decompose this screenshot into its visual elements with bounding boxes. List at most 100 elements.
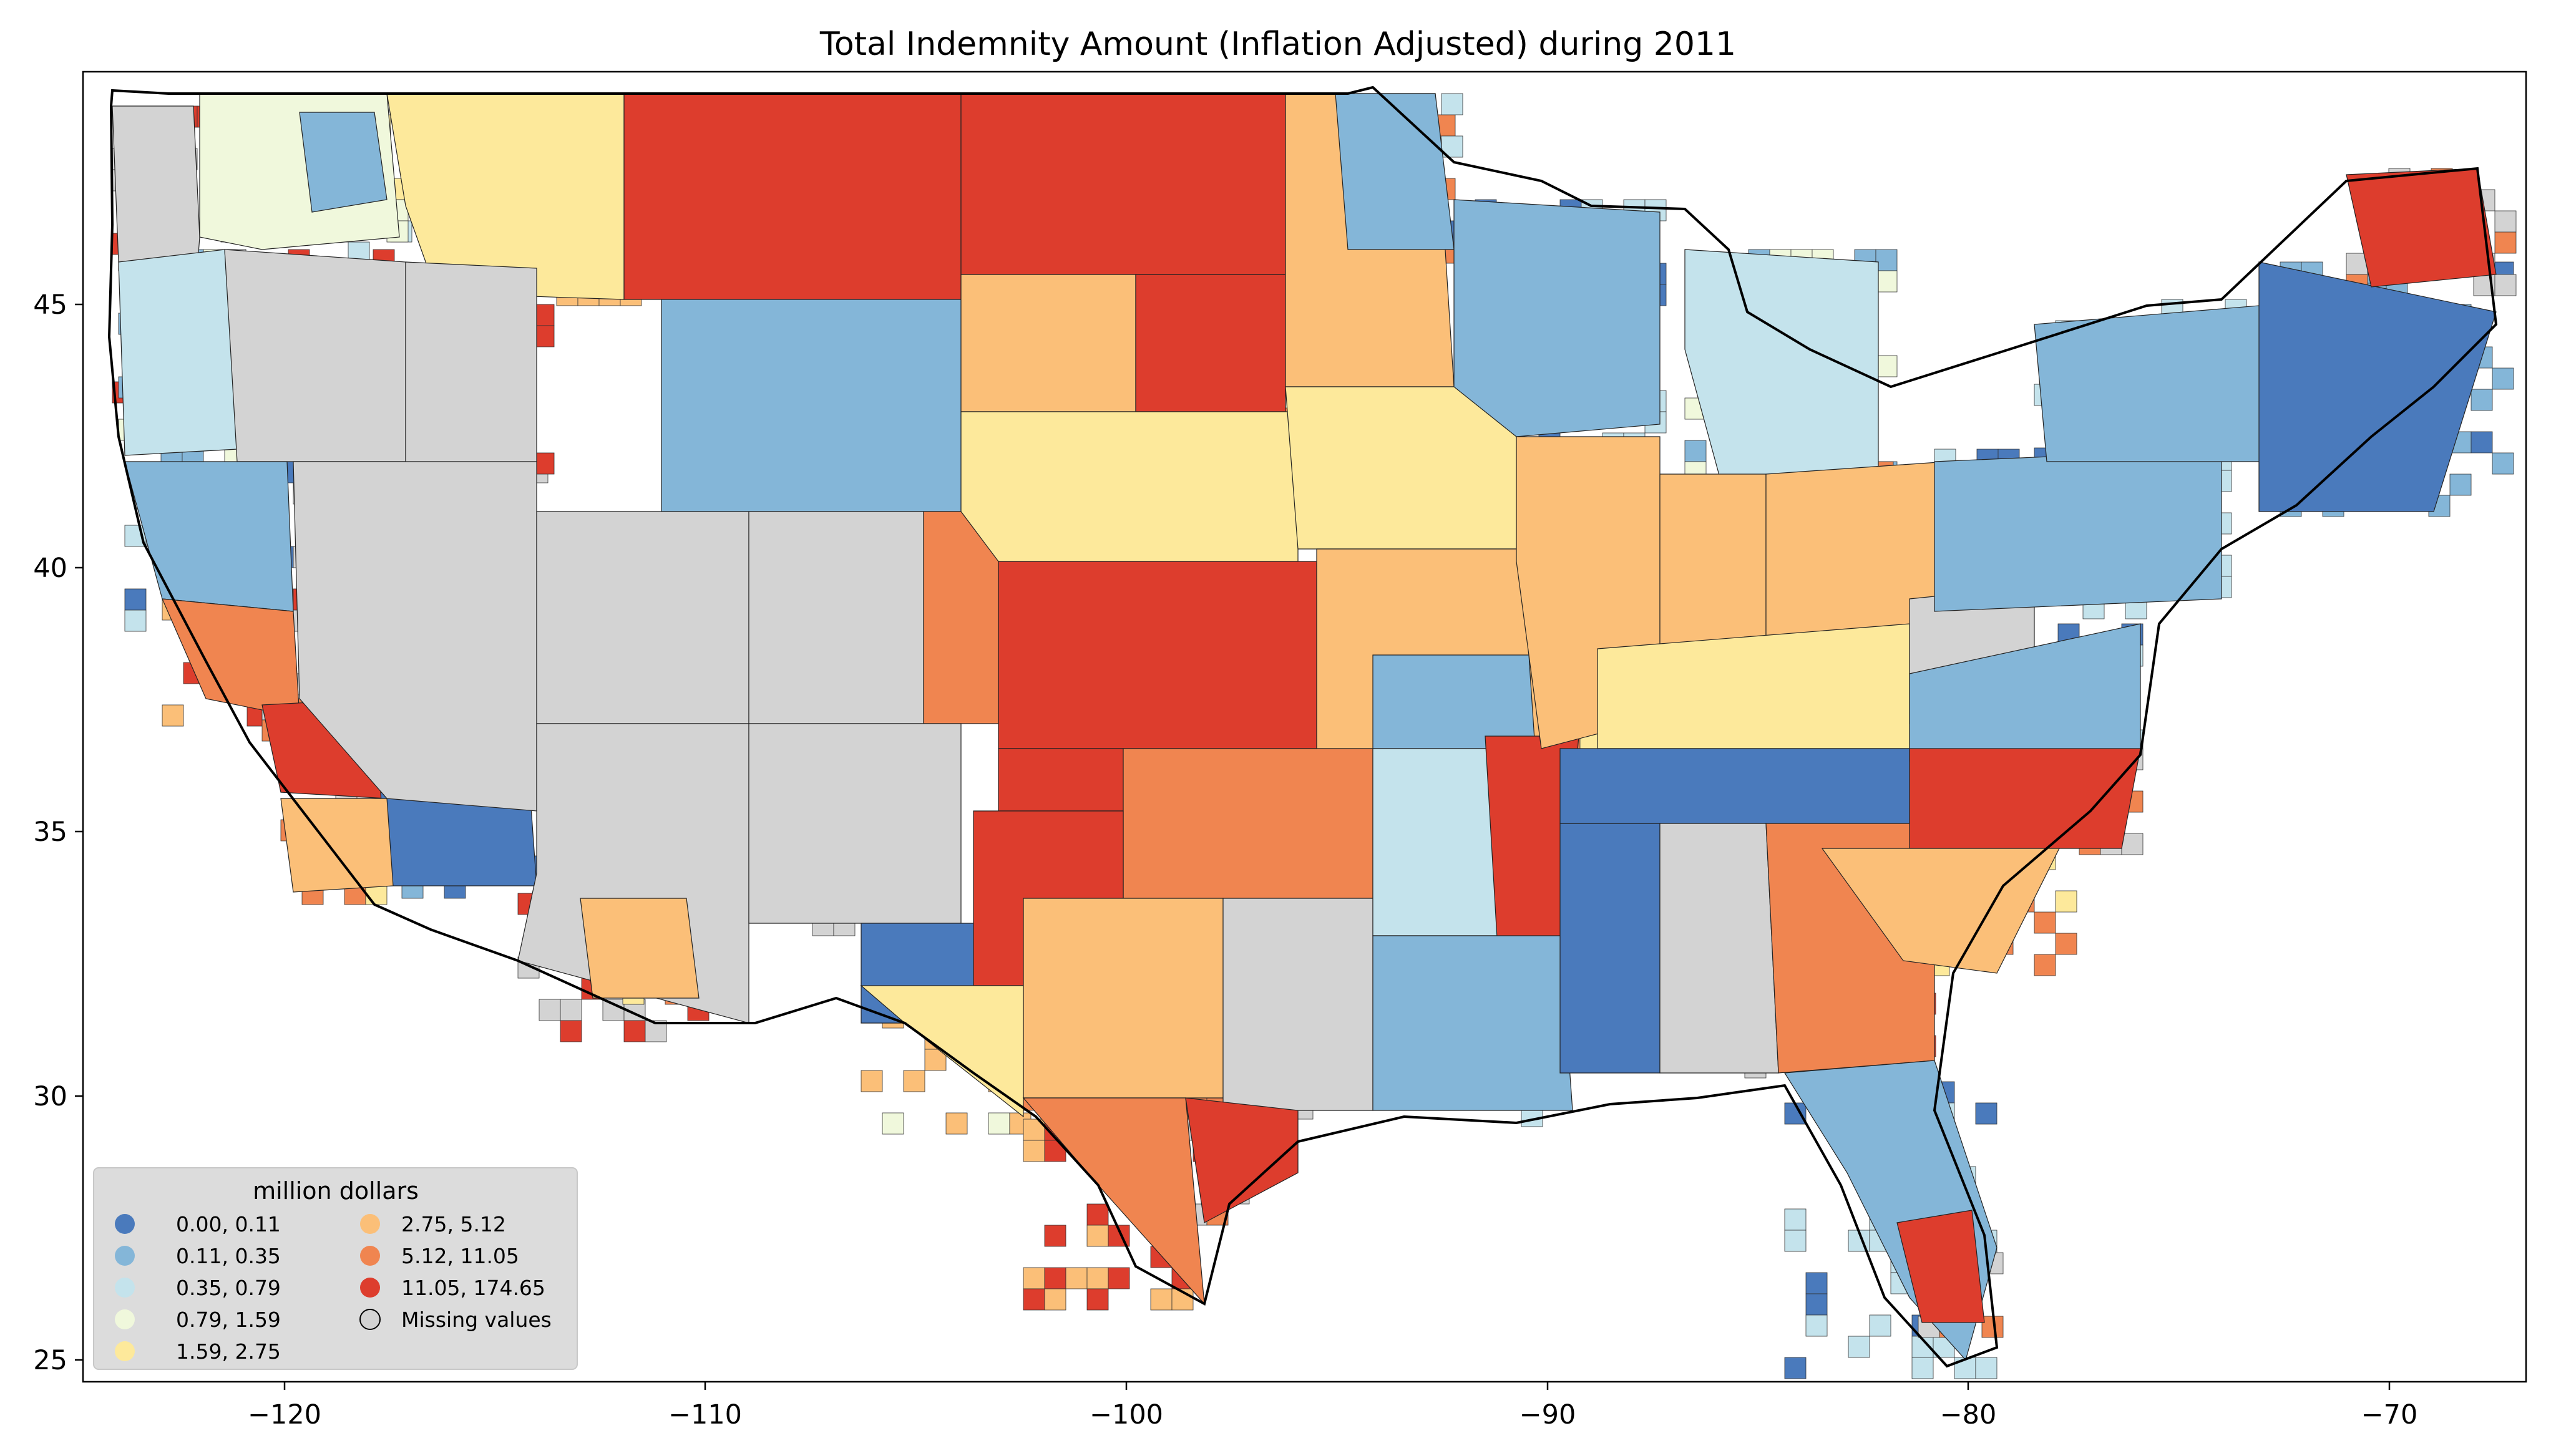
county-cell bbox=[1086, 1225, 1109, 1247]
county-cell bbox=[1805, 1314, 1828, 1337]
county-cell bbox=[1684, 440, 1707, 462]
county-cell bbox=[1023, 1140, 1045, 1162]
county-cell bbox=[1023, 1267, 1045, 1289]
county-cell bbox=[2346, 253, 2368, 275]
region-texas-coast bbox=[1185, 1097, 1299, 1223]
county-cell bbox=[2494, 274, 2517, 296]
us-outline bbox=[107, 85, 2498, 1368]
region-northeastern-minnesota bbox=[1335, 93, 1455, 250]
region-pennsylvania bbox=[1934, 449, 2222, 612]
region-oklahoma-panhandle bbox=[998, 748, 1124, 812]
county-cell bbox=[2055, 890, 2077, 913]
region-western-south-dakota bbox=[960, 274, 1136, 412]
region-imperial-valley bbox=[280, 798, 394, 893]
legend-label: 2.75, 5.12 bbox=[401, 1212, 506, 1236]
county-cell bbox=[1875, 355, 1898, 377]
region-southern-arizona bbox=[580, 898, 700, 999]
region-mississippi bbox=[1559, 823, 1661, 1074]
legend-swatch bbox=[360, 1278, 380, 1298]
region-new-england bbox=[2258, 261, 2497, 512]
county-cell bbox=[1086, 1288, 1109, 1311]
legend-label: 5.12, 11.05 bbox=[401, 1244, 519, 1268]
region-east-texas bbox=[1222, 898, 1373, 1111]
region-central-texas bbox=[1023, 898, 1224, 1099]
county-cell bbox=[1911, 1357, 1934, 1379]
county-cell bbox=[2494, 210, 2517, 233]
county-cell bbox=[861, 1070, 883, 1092]
region-western-oregon bbox=[118, 249, 238, 456]
legend-swatch bbox=[115, 1246, 135, 1266]
region-wyoming bbox=[661, 299, 962, 512]
county-cell bbox=[1044, 1267, 1066, 1289]
legend-swatch bbox=[115, 1214, 135, 1234]
county-cell bbox=[2471, 389, 2493, 411]
county-cell bbox=[560, 1020, 582, 1042]
x-axis: −120 −110 −100 −90 −80 −70 bbox=[248, 1382, 2417, 1430]
county-cell bbox=[2449, 473, 2472, 496]
region-patches bbox=[112, 93, 2497, 1361]
county-cell bbox=[124, 609, 147, 632]
x-tick-label: −70 bbox=[2361, 1399, 2418, 1430]
legend-label: 1.59, 2.75 bbox=[176, 1339, 281, 1364]
region-north-carolina-coastal-plain bbox=[1909, 748, 2141, 849]
region-louisiana bbox=[1372, 935, 1573, 1111]
county-cell bbox=[2034, 911, 2056, 934]
county-cell bbox=[2492, 452, 2514, 475]
county-cell bbox=[2034, 954, 2056, 976]
y-tick-label: 35 bbox=[33, 817, 67, 848]
county-cell bbox=[1441, 93, 1463, 115]
region-south-florida bbox=[1896, 1210, 1985, 1323]
county-cell bbox=[1805, 1293, 1828, 1316]
legend-label: 0.79, 1.59 bbox=[176, 1308, 281, 1332]
county-cell bbox=[903, 1070, 925, 1092]
legend-swatch bbox=[360, 1246, 380, 1266]
county-cell bbox=[539, 999, 561, 1021]
county-cell bbox=[602, 999, 625, 1021]
county-cell bbox=[1784, 1357, 1807, 1379]
x-tick-label: −80 bbox=[1940, 1399, 1997, 1430]
legend-swatch bbox=[360, 1214, 380, 1234]
county-cell bbox=[1086, 1267, 1109, 1289]
region-central-oklahoma bbox=[1123, 748, 1373, 899]
county-cell bbox=[1108, 1267, 1130, 1289]
legend-swatch bbox=[115, 1309, 135, 1329]
region-tennessee bbox=[1559, 748, 1910, 824]
county-cell bbox=[1784, 1208, 1807, 1231]
chart-title: Total Indemnity Amount (Inflation Adjust… bbox=[819, 26, 1736, 63]
county-cell bbox=[1086, 1203, 1109, 1226]
legend-label: 0.35, 0.79 bbox=[176, 1276, 281, 1300]
legend-box bbox=[93, 1167, 578, 1370]
region-alabama bbox=[1659, 823, 1779, 1074]
y-tick-label: 45 bbox=[33, 289, 67, 321]
region-southern-missouri bbox=[1372, 654, 1536, 749]
region-northeastern-montana bbox=[623, 93, 962, 300]
y-axis: 25 30 35 40 45 bbox=[33, 289, 83, 1376]
county-cell bbox=[1875, 249, 1898, 271]
legend-title: million dollars bbox=[253, 1177, 419, 1205]
plot-frame bbox=[82, 70, 2527, 1383]
legend-label: 11.05, 174.65 bbox=[401, 1276, 545, 1300]
legend-items: 0.00, 0.11 0.11, 0.35 0.35, 0.79 0.79, 1.59… bbox=[115, 1212, 552, 1364]
region-southern-idaho bbox=[405, 261, 537, 462]
y-tick-label: 30 bbox=[33, 1081, 67, 1112]
region-new-mexico bbox=[748, 723, 962, 924]
county-cell bbox=[882, 1112, 904, 1135]
region-nebraska bbox=[960, 411, 1299, 562]
county-cell bbox=[2121, 833, 2144, 855]
county-cell bbox=[1784, 1230, 1807, 1252]
legend-swatch bbox=[115, 1278, 135, 1298]
county-cell bbox=[1805, 1272, 1828, 1294]
region-western-colorado bbox=[748, 511, 924, 724]
legend-label: 0.11, 0.35 bbox=[176, 1244, 281, 1268]
county-cell bbox=[1869, 1314, 1891, 1337]
region-northern-maine bbox=[2346, 168, 2497, 288]
x-tick-label: −110 bbox=[668, 1399, 742, 1430]
legend: million dollars 0.00, 0.11 0.11, 0.35 0.35… bbox=[93, 1167, 578, 1370]
county-cell bbox=[1875, 270, 1898, 293]
legend-swatch bbox=[359, 1309, 381, 1330]
county-cell bbox=[162, 704, 184, 727]
county-cell bbox=[623, 1020, 646, 1042]
county-cell bbox=[945, 1112, 968, 1135]
region-wisconsin bbox=[1453, 199, 1661, 437]
